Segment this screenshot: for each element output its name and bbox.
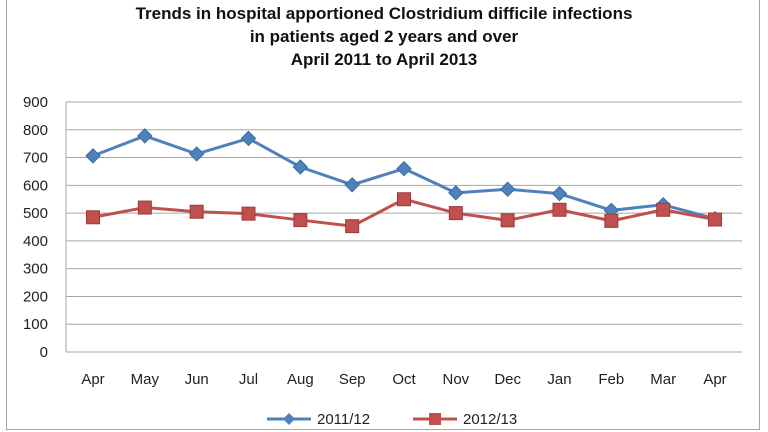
y-axis: 0 100 200 300 400 500 600 700 800 900: [23, 94, 67, 361]
gridlines: [66, 101, 742, 353]
data-point: [345, 219, 360, 234]
data-point: [396, 160, 412, 177]
y-tick-label: 0: [40, 344, 48, 361]
y-tick-label: 800: [23, 122, 48, 139]
series-2012/13: [86, 192, 722, 234]
data-point: [293, 213, 308, 228]
data-point: [86, 210, 100, 225]
x-tick-label: Apr: [703, 371, 726, 388]
data-point: [85, 148, 101, 164]
x-tick-label: Oct: [392, 371, 416, 388]
y-tick-label: 300: [23, 261, 48, 278]
x-tick-label: Aug: [287, 371, 314, 388]
chart-title: Trends in hospital apportioned Clostridi…: [0, 2, 768, 71]
y-tick-label: 100: [23, 316, 48, 333]
y-tick-label: 700: [23, 150, 48, 167]
x-axis: Apr May Jun Jul Aug Sep Oct Nov Dec Jan Feb Mar Apr: [81, 371, 726, 388]
chart-title-line-1: Trends in hospital apportioned Clostridi…: [135, 4, 633, 23]
x-tick-label: Feb: [598, 371, 624, 388]
x-tick-label: Nov: [442, 371, 469, 388]
x-tick-label: May: [131, 371, 160, 388]
legend-marker: [429, 413, 441, 425]
y-tick-label: 200: [23, 288, 48, 305]
data-point: [500, 213, 515, 228]
x-tick-label: Mar: [650, 371, 676, 388]
data-point: [397, 192, 411, 207]
data-point: [240, 130, 257, 147]
data-point: [448, 206, 463, 221]
y-tick-label: 900: [23, 94, 48, 111]
legend-label: 2011/12: [317, 411, 370, 428]
legend-item: 2011/12: [267, 411, 370, 428]
series-line: [92, 134, 716, 221]
chart-frame: [6, 0, 760, 430]
legend: 2011/12 2012/13: [267, 411, 517, 428]
chart-title-line-3: April 2011 to April 2013: [290, 50, 478, 69]
x-tick-label: Jun: [185, 371, 209, 388]
data-point: [137, 128, 153, 144]
legend-label: 2012/13: [463, 411, 517, 428]
x-tick-label: Sep: [339, 371, 366, 388]
data-point: [292, 159, 309, 175]
data-point: [448, 185, 464, 201]
data-point: [188, 146, 205, 162]
y-tick-label: 600: [23, 177, 48, 194]
legend-item: 2012/13: [413, 411, 517, 428]
data-point: [552, 202, 567, 217]
x-tick-label: Apr: [81, 371, 104, 388]
data-point: [708, 212, 722, 227]
data-point: [604, 213, 619, 228]
data-point: [499, 181, 516, 197]
x-tick-label: Jul: [239, 371, 258, 388]
y-tick-label: 400: [23, 233, 48, 250]
data-point: [656, 202, 671, 217]
x-tick-label: Dec: [494, 371, 521, 388]
data-point: [189, 204, 204, 219]
y-tick-label: 500: [23, 205, 48, 222]
legend-marker: [283, 413, 295, 425]
data-point: [344, 177, 360, 193]
plot-area: [85, 128, 723, 234]
x-tick-label: Jan: [547, 371, 571, 388]
data-point: [137, 200, 152, 215]
data-point: [241, 206, 256, 221]
chart-title-line-2: in patients aged 2 years and over: [249, 27, 519, 46]
data-point: [551, 185, 568, 202]
